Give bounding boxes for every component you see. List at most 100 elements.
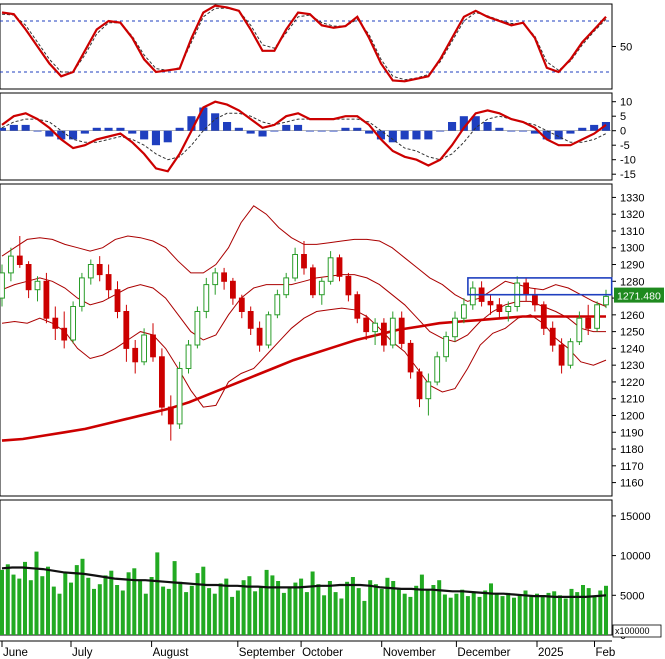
volume-bar	[40, 576, 45, 635]
volume-bar	[322, 595, 327, 635]
candle-body	[487, 300, 494, 306]
y-tick-label: 1170	[620, 461, 644, 473]
candle-body	[70, 306, 76, 341]
volume-bar	[212, 593, 217, 635]
x-tick-label: July	[72, 647, 93, 659]
histogram-bar	[21, 124, 30, 131]
histogram-bar	[329, 130, 338, 132]
x-tick-label: September	[239, 647, 295, 659]
histogram-bar	[199, 107, 208, 131]
histogram-bar	[388, 130, 397, 143]
volume-bar	[575, 592, 580, 635]
candle-body	[167, 406, 174, 425]
volume-bar	[276, 581, 281, 635]
volume-bar	[287, 588, 292, 635]
volume-unit-label: x100000	[615, 626, 650, 636]
histogram-bar	[211, 113, 220, 131]
volume-bar	[592, 596, 597, 635]
y-tick-label: 1180	[620, 444, 644, 456]
histogram-bar	[116, 127, 125, 131]
candle-body	[185, 344, 192, 369]
volume-bar	[535, 593, 539, 635]
candle-body	[416, 371, 423, 400]
x-axis: June July August September October November De…	[0, 640, 615, 659]
candle-body	[327, 257, 334, 282]
candle-body	[336, 257, 343, 277]
volume-bar	[379, 588, 384, 635]
candle-body	[230, 280, 236, 299]
volume-bar	[201, 566, 206, 635]
volume-bar	[97, 584, 102, 635]
histogram-bar	[519, 130, 528, 132]
volume-bar	[17, 578, 22, 635]
volume-bar	[143, 593, 148, 635]
volume-bar	[506, 592, 511, 635]
volume-bar	[471, 592, 476, 635]
volume-bar	[448, 597, 453, 635]
candle-body	[558, 344, 565, 366]
candle-body	[425, 381, 432, 400]
oscillator-line	[1, 4, 607, 83]
volume-bar	[604, 585, 608, 635]
histogram-bar	[45, 130, 54, 137]
volume-bar	[69, 582, 73, 635]
y-tick-label: 1330	[620, 192, 644, 204]
volume-bar	[333, 592, 338, 635]
volume-bar	[195, 573, 200, 635]
volume-bar	[402, 593, 407, 635]
volume-bar	[483, 590, 488, 635]
candle-body	[247, 311, 254, 329]
volume-bar	[558, 595, 562, 635]
candle-body	[274, 294, 281, 316]
volume-bar	[512, 597, 516, 635]
y-tick-label: 1250	[620, 327, 644, 339]
candle-body	[123, 311, 130, 349]
volume-bar	[563, 598, 568, 635]
histogram-bar	[104, 127, 113, 131]
volume-bar	[253, 591, 258, 635]
volume-bar	[529, 596, 534, 635]
volume-bar	[425, 590, 430, 635]
candle-body	[301, 254, 307, 269]
candle-body	[221, 272, 227, 282]
candle-body	[132, 347, 139, 363]
volume-bar	[0, 569, 4, 635]
candle-body	[61, 327, 68, 341]
candle-body	[150, 334, 156, 358]
volume-bar	[34, 551, 39, 635]
histogram-bar	[258, 130, 267, 137]
histogram-bar	[151, 130, 160, 146]
volume-bar	[442, 594, 447, 635]
volume-bar	[46, 566, 50, 635]
volume-bar	[115, 585, 120, 635]
volume-bar	[477, 596, 482, 635]
candle-body	[8, 255, 14, 274]
volume-bar	[184, 592, 189, 635]
y-tick-label: -15	[620, 169, 636, 181]
volume-bar	[414, 585, 419, 635]
y-tick-label: -10	[620, 155, 636, 167]
volume-bar	[299, 578, 304, 635]
histogram-bar	[33, 130, 42, 132]
histogram-bar	[140, 130, 149, 140]
volume-bar	[23, 561, 27, 635]
volume-bar	[310, 571, 315, 635]
candle-body	[505, 306, 512, 312]
candle-body	[576, 317, 583, 343]
histogram-bar	[483, 122, 492, 131]
candle-body	[434, 356, 441, 383]
volume-bar	[218, 583, 223, 635]
histogram-bar	[365, 130, 374, 134]
x-tick-label: August	[153, 647, 190, 659]
candle-body	[34, 280, 41, 291]
volume-bar	[109, 570, 114, 635]
volume-bar	[178, 581, 183, 635]
volume-bar	[132, 568, 137, 635]
y-tick-label: 1230	[620, 360, 644, 372]
volume-bar	[489, 583, 493, 635]
volume-bar	[316, 584, 321, 635]
candle-body	[549, 327, 556, 346]
y-tick-label: 50	[620, 42, 632, 54]
histogram-bar	[234, 127, 243, 131]
volume-bar	[224, 578, 229, 635]
